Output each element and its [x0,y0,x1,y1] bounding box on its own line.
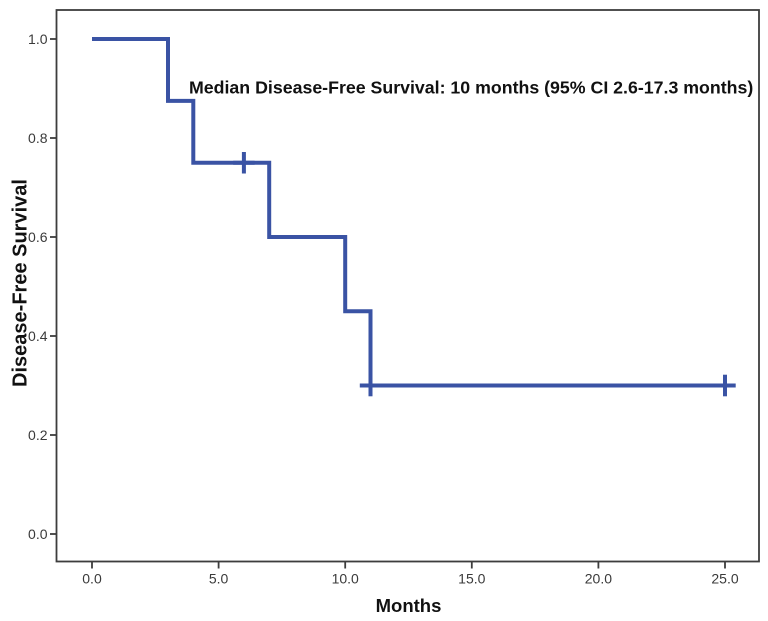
svg-text:5.0: 5.0 [209,571,229,587]
svg-text:Disease-Free Survival: Disease-Free Survival [10,179,32,387]
svg-text:1.0: 1.0 [28,31,48,47]
svg-text:20.0: 20.0 [585,571,612,587]
svg-text:25.0: 25.0 [711,571,738,587]
svg-text:0.2: 0.2 [28,427,48,443]
svg-text:0.8: 0.8 [28,130,48,146]
svg-text:10.0: 10.0 [332,571,359,587]
svg-text:0.0: 0.0 [28,526,48,542]
svg-text:0.4: 0.4 [28,328,48,344]
svg-text:0.0: 0.0 [82,571,102,587]
svg-text:0.6: 0.6 [28,229,48,245]
svg-text:15.0: 15.0 [458,571,485,587]
svg-text:Months: Months [376,595,442,616]
svg-text:Median Disease-Free Survival:: Median Disease-Free Survival: 10 months … [189,78,753,98]
